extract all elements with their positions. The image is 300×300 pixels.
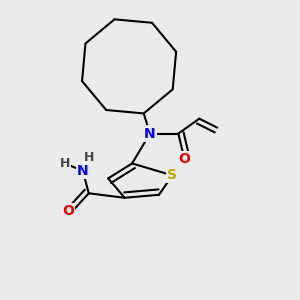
Text: H: H xyxy=(84,151,94,164)
Text: O: O xyxy=(178,152,190,166)
Text: S: S xyxy=(167,168,177,182)
Text: N: N xyxy=(77,164,88,178)
Text: H: H xyxy=(60,157,70,170)
Text: O: O xyxy=(62,204,74,218)
Text: N: N xyxy=(144,127,156,141)
